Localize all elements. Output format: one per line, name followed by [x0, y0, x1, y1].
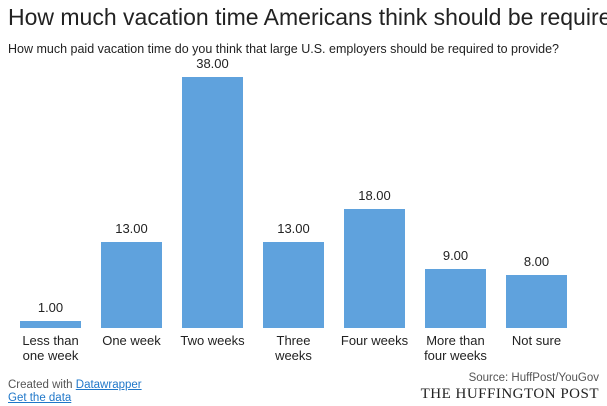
- data-label: 18.00: [358, 188, 391, 204]
- data-label: 9.00: [442, 247, 469, 263]
- data-label: 13.00: [277, 221, 310, 237]
- x-tick-label: One week: [102, 333, 161, 348]
- x-tick-label: Three weeks: [275, 333, 312, 363]
- chart-subtitle: How much paid vacation time do you think…: [8, 42, 559, 56]
- data-link[interactable]: Get the data: [8, 392, 72, 404]
- bar: [263, 242, 324, 328]
- credit: Created with Datawrapper: [8, 379, 142, 391]
- bar: [344, 209, 405, 328]
- x-tick-label: Not sure: [511, 333, 562, 348]
- brand: THE HUFFINGTON POST: [420, 386, 599, 402]
- bar: [506, 275, 567, 328]
- data-label: 38.00: [196, 56, 229, 71]
- x-tick-label: More than four weeks: [424, 333, 487, 363]
- x-tick-label: Less than one week: [22, 333, 79, 363]
- chart-title: How much vacation time Americans think s…: [8, 4, 607, 30]
- data-link-wrap: Get the data: [8, 392, 71, 404]
- data-label: 1.00: [37, 300, 64, 316]
- credit-text: Created with: [8, 379, 73, 391]
- source: Source: HuffPost/YouGov: [468, 372, 599, 384]
- bar: [101, 242, 162, 328]
- plot-area: 1.00 Less than one week 13.00 One week 38.00…: [20, 56, 567, 363]
- credit-link[interactable]: Datawrapper: [75, 379, 142, 391]
- x-tick-label: Four weeks: [340, 333, 409, 348]
- data-label: 8.00: [523, 254, 550, 270]
- data-label: 13.00: [115, 221, 148, 237]
- bar: [20, 321, 81, 328]
- bar: [425, 268, 486, 328]
- bar: [182, 77, 243, 328]
- x-tick-label: Two weeks: [180, 333, 245, 348]
